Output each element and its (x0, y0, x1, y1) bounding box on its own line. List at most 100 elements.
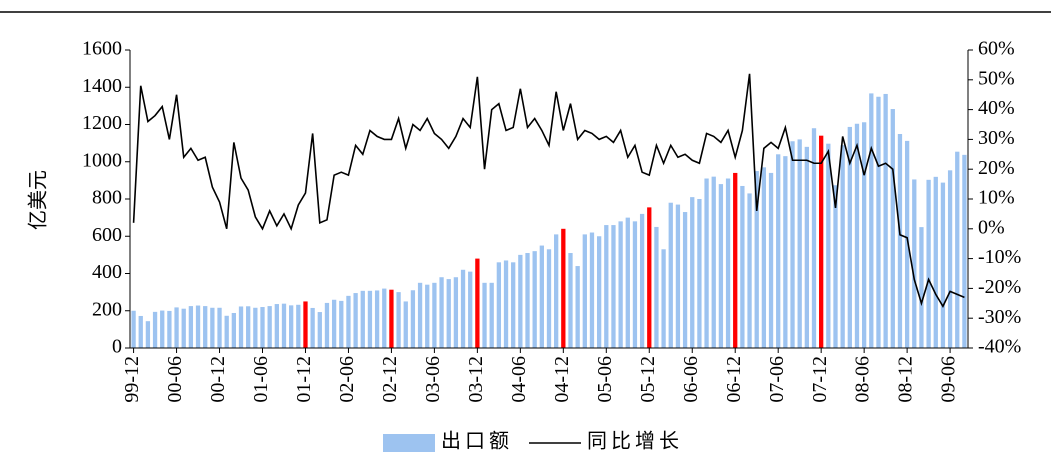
bar (539, 245, 544, 348)
bar (396, 292, 401, 348)
bar (303, 301, 308, 348)
bar (589, 232, 595, 348)
bar (460, 269, 466, 348)
x-tick-label: 04-12 (551, 356, 573, 403)
x-tick-label: 06-12 (723, 356, 745, 403)
x-tick-label: 00-06 (164, 356, 186, 403)
bar (883, 93, 888, 348)
y2-tick-label: -10% (978, 246, 1021, 268)
legend-swatch (383, 434, 435, 452)
bar (432, 282, 437, 348)
x-tick-label: 02-06 (336, 356, 358, 403)
bar (654, 226, 659, 348)
x-tick-label: 07-12 (809, 356, 831, 403)
bar (331, 299, 337, 348)
x-tick-label: 08-06 (852, 356, 874, 403)
bar (439, 277, 444, 348)
bar (647, 207, 652, 348)
bar (940, 182, 946, 348)
bar (274, 304, 279, 348)
bar (840, 145, 845, 348)
bar (704, 178, 709, 348)
bar (725, 178, 731, 348)
y2-tick-label: 10% (978, 187, 1015, 209)
y2-tick-label: 0% (978, 216, 1005, 238)
bar (138, 315, 143, 348)
bar (296, 304, 301, 348)
y-tick-label: 1000 (82, 149, 122, 171)
bar (625, 217, 630, 348)
y2-tick-label: 20% (978, 157, 1015, 179)
bar (811, 128, 817, 348)
bar (489, 282, 494, 348)
bar (804, 146, 809, 348)
bar (468, 271, 473, 348)
bar (382, 288, 387, 348)
bar (675, 204, 681, 348)
bar (374, 290, 380, 348)
bar (389, 289, 394, 348)
y2-tick-label: -40% (978, 336, 1021, 358)
bar (203, 306, 208, 348)
x-tick-label: 01-06 (250, 356, 272, 403)
bar (754, 171, 759, 348)
legend-label: 出口额 (441, 430, 513, 453)
bar (503, 260, 509, 348)
bar (253, 307, 258, 348)
bar (926, 179, 931, 348)
bar (733, 172, 738, 348)
x-tick-label: 09-06 (938, 356, 960, 403)
x-tick-label: 02-12 (379, 356, 401, 403)
bar (668, 202, 673, 348)
y-tick-label: 600 (92, 224, 122, 246)
y-tick-label: 200 (92, 298, 122, 320)
bar (761, 167, 767, 348)
bar (131, 310, 136, 348)
bar (267, 306, 272, 348)
y-tick-label: 1400 (82, 75, 122, 97)
bar (747, 193, 752, 348)
bar (955, 151, 960, 348)
bar (604, 225, 609, 348)
bar (446, 279, 451, 348)
x-tick-label: 06-06 (680, 356, 702, 403)
bar (869, 93, 874, 349)
y-tick-label: 1200 (82, 112, 122, 134)
bar (575, 266, 580, 348)
bar (546, 249, 552, 348)
x-tick-label: 03-06 (422, 356, 444, 403)
bar (167, 310, 172, 348)
bar (482, 282, 487, 348)
bar (697, 199, 702, 348)
bar (324, 302, 330, 348)
bar (160, 310, 165, 348)
bar (310, 307, 315, 348)
bar (682, 212, 688, 348)
bar (833, 185, 838, 348)
bar (690, 197, 695, 348)
bar (768, 172, 774, 348)
bar (231, 312, 237, 348)
y-tick-label: 1600 (82, 38, 122, 60)
bar (618, 221, 623, 348)
bar (289, 305, 294, 348)
y2-tick-label: 60% (978, 38, 1015, 60)
bar (281, 303, 287, 348)
x-tick-label: 05-06 (594, 356, 616, 403)
x-tick-label: 05-12 (637, 356, 659, 403)
bar (453, 277, 459, 348)
bar (145, 321, 151, 348)
bar (790, 141, 795, 348)
x-tick-label: 04-06 (508, 356, 530, 403)
y2-tick-label: 40% (978, 97, 1015, 119)
line-series (132, 73, 965, 308)
bar (962, 154, 967, 348)
bar (861, 122, 867, 348)
y2-tick-label: 30% (978, 127, 1015, 149)
bar (904, 140, 910, 348)
bar (568, 253, 573, 348)
bar (854, 123, 860, 348)
y2-tick-label: 50% (978, 67, 1015, 89)
y2-tick-label: -30% (978, 306, 1021, 328)
